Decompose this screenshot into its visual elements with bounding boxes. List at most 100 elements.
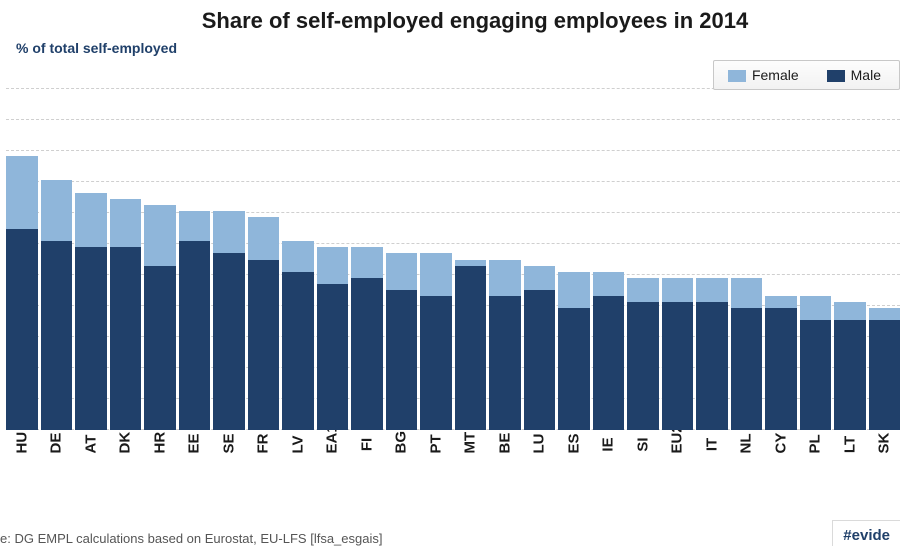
x-label: PT <box>420 436 452 454</box>
bar-EU28 <box>662 89 694 430</box>
x-label: IE <box>593 436 625 454</box>
legend-label-female: Female <box>752 67 799 83</box>
bar-IE <box>593 89 625 430</box>
bar-seg-male <box>248 260 280 431</box>
x-label: DK <box>110 436 142 454</box>
bar-seg-male <box>489 296 521 430</box>
bar-PT <box>420 89 452 430</box>
plot-area: Female Male <box>0 60 900 430</box>
bar-seg-male <box>179 241 211 430</box>
bar-seg-female <box>110 199 142 248</box>
bar-EA19 <box>317 89 349 430</box>
bar-BE <box>489 89 521 430</box>
bar-PL <box>800 89 832 430</box>
bar-seg-male <box>627 302 659 430</box>
bar-seg-male <box>731 308 763 430</box>
legend-swatch-female <box>728 70 746 82</box>
bar-seg-male <box>869 320 900 430</box>
bar-seg-male <box>696 302 728 430</box>
bar-NL <box>731 89 763 430</box>
x-label: LT <box>834 436 866 454</box>
bar-seg-female <box>6 156 38 229</box>
bar-seg-female <box>765 296 797 308</box>
x-label: FR <box>248 436 280 454</box>
bar-seg-male <box>213 253 245 430</box>
bar-seg-female <box>593 272 625 296</box>
bar-seg-female <box>213 211 245 254</box>
bar-seg-female <box>75 193 107 248</box>
bar-SK <box>869 89 900 430</box>
source-text: e: DG EMPL calculations based on Eurosta… <box>0 531 382 546</box>
x-label: CY <box>765 436 797 454</box>
bar-seg-male <box>524 290 556 430</box>
x-label: LV <box>282 436 314 454</box>
bar-MT <box>455 89 487 430</box>
bar-seg-male <box>593 296 625 430</box>
x-label: IT <box>696 436 728 454</box>
bar-LV <box>282 89 314 430</box>
bar-BG <box>386 89 418 430</box>
bar-seg-male <box>144 266 176 430</box>
x-label: EA19 <box>317 436 349 454</box>
x-label: SE <box>213 436 245 454</box>
x-label: BG <box>386 436 418 454</box>
bar-seg-female <box>144 205 176 266</box>
bar-seg-female <box>627 278 659 302</box>
bar-seg-male <box>455 266 487 430</box>
x-label: ES <box>558 436 590 454</box>
bar-seg-female <box>696 278 728 302</box>
bar-seg-male <box>800 320 832 430</box>
bar-seg-female <box>489 260 521 297</box>
x-label: PL <box>800 436 832 454</box>
bar-AT <box>75 89 107 430</box>
bar-seg-female <box>869 308 900 320</box>
bar-DK <box>110 89 142 430</box>
bar-SE <box>213 89 245 430</box>
bar-seg-female <box>317 247 349 284</box>
bar-seg-male <box>662 302 694 430</box>
bar-HR <box>144 89 176 430</box>
bar-seg-male <box>75 247 107 430</box>
chart-title: Share of self-employed engaging employee… <box>0 0 900 40</box>
bar-seg-female <box>351 247 383 277</box>
bar-seg-female <box>800 296 832 320</box>
bar-seg-male <box>386 290 418 430</box>
legend-swatch-male <box>827 70 845 82</box>
legend-item-male: Male <box>827 67 881 83</box>
bar-seg-male <box>317 284 349 430</box>
bar-seg-male <box>6 229 38 430</box>
bars-container <box>6 89 900 430</box>
x-label: LU <box>524 436 556 454</box>
bar-seg-male <box>420 296 452 430</box>
bar-FR <box>248 89 280 430</box>
bar-seg-female <box>731 278 763 308</box>
bar-seg-female <box>282 241 314 271</box>
x-label: NL <box>731 436 763 454</box>
x-label: HU <box>6 436 38 454</box>
legend-label-male: Male <box>851 67 881 83</box>
bar-EE <box>179 89 211 430</box>
bar-seg-female <box>558 272 590 309</box>
x-label: EU28 <box>662 436 694 454</box>
footer: e: DG EMPL calculations based on Eurosta… <box>0 520 900 546</box>
bar-LU <box>524 89 556 430</box>
bar-CY <box>765 89 797 430</box>
bar-seg-female <box>524 266 556 290</box>
bar-seg-female <box>662 278 694 302</box>
x-label: SK <box>869 436 900 454</box>
y-axis-label: % of total self-employed <box>0 40 900 56</box>
plot <box>6 88 900 430</box>
x-label: MT <box>455 436 487 454</box>
legend: Female Male <box>713 60 900 90</box>
x-axis-labels: HUDEATDKHREESEFRLVEA19FIBGPTMTBELUESIESI… <box>6 436 900 454</box>
bar-SI <box>627 89 659 430</box>
x-label: DE <box>41 436 73 454</box>
bar-seg-female <box>386 253 418 290</box>
bar-seg-male <box>110 247 142 430</box>
bar-seg-female <box>420 253 452 296</box>
bar-DE <box>41 89 73 430</box>
legend-item-female: Female <box>728 67 799 83</box>
bar-seg-female <box>834 302 866 320</box>
bar-seg-male <box>834 320 866 430</box>
x-label: AT <box>75 436 107 454</box>
